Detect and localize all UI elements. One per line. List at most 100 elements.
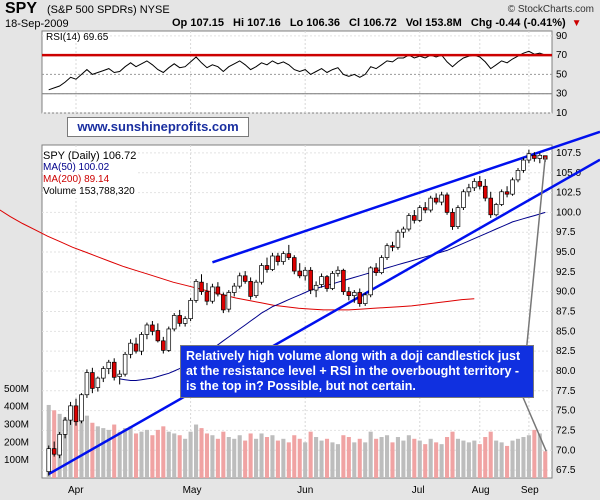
volume-bar [477, 444, 482, 478]
candle-body [221, 294, 226, 311]
candle-body [537, 154, 543, 159]
candle-body [270, 255, 275, 270]
volume-bar [543, 451, 548, 478]
volume-bar [363, 442, 368, 478]
volume-bar [346, 437, 351, 478]
volume-bar [510, 440, 515, 478]
candle-body [275, 255, 281, 262]
candle-body [308, 269, 313, 291]
x-tick-label: Jul [412, 485, 425, 496]
volume-bar [183, 438, 188, 478]
volume-bar [128, 426, 133, 478]
volume-bar [117, 431, 122, 478]
volume-bar [46, 404, 51, 478]
resistance-trendline [212, 130, 600, 264]
volume-bar [515, 438, 521, 478]
candle-body [368, 267, 373, 296]
volume-bar [521, 437, 526, 478]
price-tick-label: 97.5 [556, 227, 576, 238]
close-value: Cl 106.72 [349, 17, 397, 29]
volume-tick-label: 500M [4, 384, 29, 395]
high-value: Hi 107.16 [233, 17, 281, 29]
website-banner: www.sunshineprofits.com [67, 117, 249, 137]
price-tick-label: 85.0 [556, 326, 576, 337]
volume-bar [297, 438, 302, 478]
volume-bar [73, 420, 79, 478]
rsi-tick-label: 50 [556, 69, 568, 80]
volume-bar [390, 442, 395, 478]
price-tick-label: 95.0 [556, 247, 576, 258]
change-value: Chg -0.44 (-0.41%) [470, 17, 566, 29]
volume-bar [308, 431, 313, 478]
x-tick-label: May [183, 485, 202, 496]
volume-bar [483, 437, 488, 478]
rsi-tick-label: 10 [556, 108, 568, 119]
price-legend: SPY (Daily) 106.72 MA(50) 100.02 MA(200)… [43, 150, 137, 198]
price-tick-label: 67.5 [556, 465, 576, 476]
candle-body [428, 197, 433, 211]
candle-body [139, 334, 144, 352]
volume-bar [455, 438, 461, 478]
volume-bar [270, 435, 275, 478]
candle-body [133, 343, 139, 352]
candle-body [199, 281, 204, 293]
volume-bar [286, 442, 291, 478]
volume-bar [330, 442, 335, 478]
exchange: NYSE [139, 4, 170, 16]
volume-bar [450, 431, 455, 478]
rsi-tick-label: 70 [556, 50, 568, 61]
volume-bar [133, 433, 139, 478]
price-tick-label: 92.5 [556, 267, 576, 278]
volume-bar [401, 440, 406, 478]
candle-body [62, 419, 68, 435]
volume-tick-label: 400M [4, 402, 29, 413]
price-tick-label: 107.5 [556, 148, 581, 159]
volume-bar [199, 428, 204, 478]
volume-value: Vol 153.8M [405, 17, 462, 29]
volume-bar [335, 444, 340, 478]
candle-body [379, 257, 384, 274]
ohlc-readout: Op 107.15 Hi 107.16 Lo 106.36 Cl 106.72 … [172, 17, 588, 29]
candle-body [188, 300, 193, 319]
candle-body [101, 368, 106, 379]
volume-bar [406, 435, 411, 478]
ticker-symbol: SPY [5, 0, 38, 17]
candle-body [242, 275, 248, 282]
candle-body [292, 257, 297, 272]
candle-body [161, 340, 166, 351]
candle-body [444, 194, 450, 213]
candle-body [248, 281, 253, 297]
candle-body [68, 405, 73, 421]
candle-body [193, 281, 199, 301]
candle-body [401, 228, 406, 233]
candle-body [433, 197, 439, 203]
volume-bar [439, 444, 444, 478]
volume-bar [237, 435, 242, 478]
candle-body [122, 353, 128, 375]
volume-bar [243, 440, 248, 478]
volume-bar [499, 442, 504, 478]
candle-body [264, 265, 270, 270]
candle-body [461, 191, 466, 208]
candle-body [450, 212, 455, 228]
volume-bar [494, 440, 499, 478]
volume-bar [472, 440, 477, 478]
volume-bar [319, 440, 324, 478]
volume-bar [150, 435, 155, 478]
price-tick-label: 72.5 [556, 425, 576, 436]
volume-bar [384, 435, 390, 478]
x-tick-label: Apr [68, 485, 84, 496]
volume-bar [357, 438, 362, 478]
volume-bar [68, 419, 73, 478]
volume-bar [172, 433, 177, 478]
candle-body [57, 434, 62, 456]
volume-bar [144, 429, 149, 478]
candle-body [335, 269, 341, 274]
candle-body [177, 315, 182, 324]
volume-bar [226, 437, 231, 478]
price-tick-label: 80.0 [556, 366, 576, 377]
candle-body [499, 191, 504, 205]
candle-body [166, 328, 172, 351]
volume-tick-label: 100M [4, 455, 29, 466]
price-tick-label: 100.0 [556, 207, 581, 218]
